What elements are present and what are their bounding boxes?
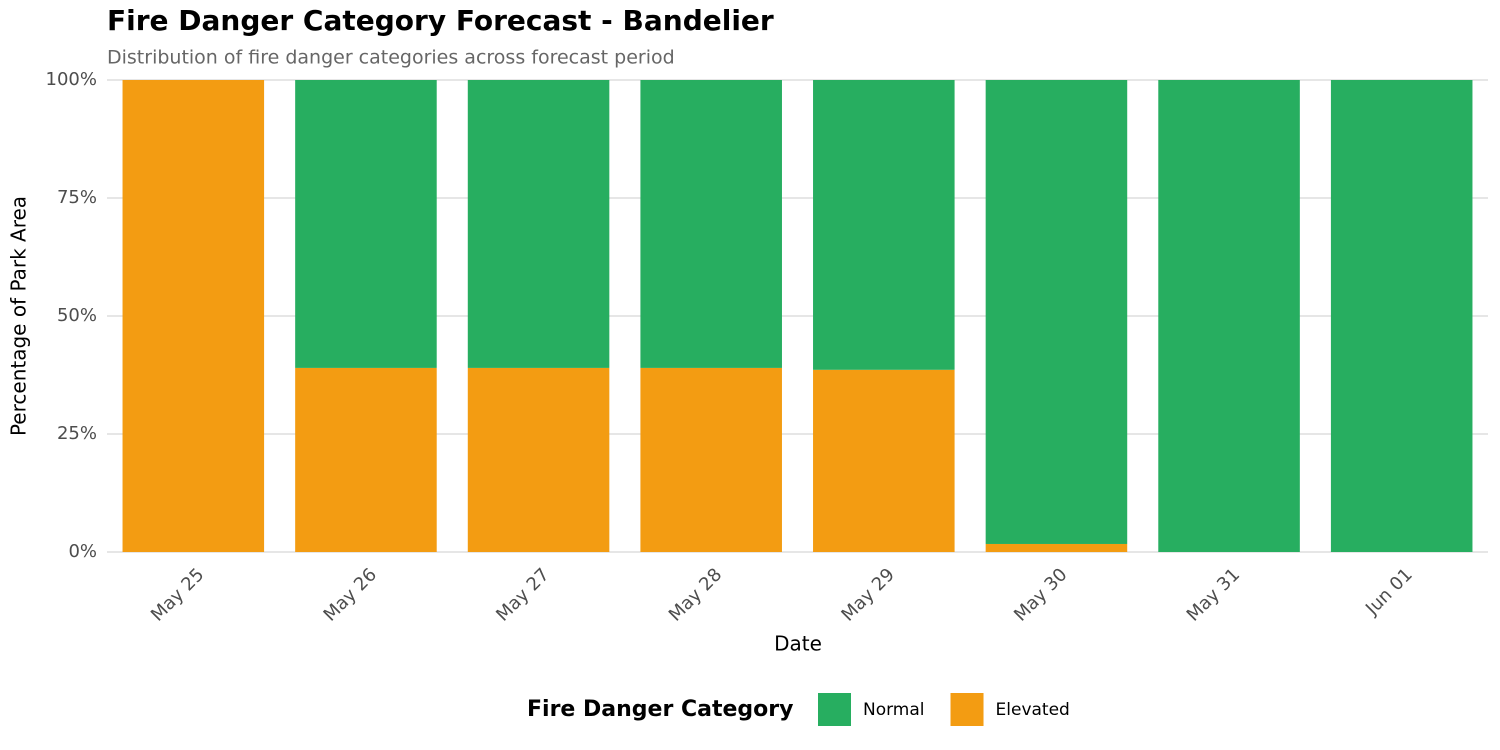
x-tick-label: May 27 xyxy=(492,564,553,625)
bar-segment xyxy=(985,543,1128,552)
bar-segment xyxy=(295,367,437,552)
chart-title: Fire Danger Category Forecast - Bandelie… xyxy=(107,4,774,37)
y-tick-label: 0% xyxy=(68,541,97,562)
bar-segment xyxy=(1158,80,1300,552)
x-tick-label: Jun 01 xyxy=(1361,564,1417,620)
legend-key xyxy=(818,693,851,726)
y-axis-title: Percentage of Park Area xyxy=(7,196,31,436)
legend-key xyxy=(950,693,984,726)
bar-segment xyxy=(640,367,782,552)
bar-segment xyxy=(467,80,610,368)
bar-segment xyxy=(467,367,610,552)
y-tick-label: 75% xyxy=(57,187,97,208)
chart-subtitle: Distribution of fire danger categories a… xyxy=(107,47,675,69)
bar-segment xyxy=(1330,80,1473,552)
legend-label: Normal xyxy=(863,700,925,720)
bar-segment xyxy=(813,369,955,552)
x-tick-label: May 29 xyxy=(837,564,898,625)
y-tick-label: 100% xyxy=(46,69,97,90)
x-axis-title: Date xyxy=(774,632,822,656)
bar-segment xyxy=(122,80,265,552)
y-tick-label: 25% xyxy=(57,423,97,444)
legend-title: Fire Danger Category xyxy=(527,697,793,722)
x-tick-label: May 31 xyxy=(1183,564,1244,625)
y-tick-label: 50% xyxy=(57,305,97,326)
x-tick-label: May 25 xyxy=(147,564,208,625)
bar-segment xyxy=(813,80,955,370)
legend-label: Elevated xyxy=(996,700,1070,720)
bar-segment xyxy=(640,80,782,368)
bar-segment xyxy=(295,80,437,368)
x-tick-label: May 30 xyxy=(1010,564,1071,625)
bar-segment xyxy=(985,80,1128,544)
x-tick-label: May 26 xyxy=(320,564,381,625)
x-tick-label: May 28 xyxy=(665,564,726,625)
